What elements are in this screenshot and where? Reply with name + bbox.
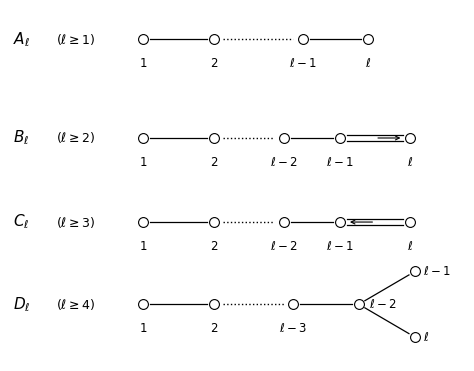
Point xyxy=(139,36,147,42)
Text: $\ell-1$: $\ell-1$ xyxy=(326,240,354,253)
Text: $(\ell \geq 3)$: $(\ell \geq 3)$ xyxy=(56,214,95,230)
Point xyxy=(210,301,218,307)
Text: $(\ell \geq 2)$: $(\ell \geq 2)$ xyxy=(56,131,95,145)
Point xyxy=(365,36,372,42)
Point xyxy=(139,135,147,141)
Text: $\ell$: $\ell$ xyxy=(407,240,413,253)
Point xyxy=(407,219,414,225)
Text: $B_\ell$: $B_\ell$ xyxy=(13,129,29,147)
Text: 2: 2 xyxy=(210,155,217,168)
Point xyxy=(411,268,419,274)
Text: $C_\ell$: $C_\ell$ xyxy=(13,213,30,232)
Point xyxy=(336,219,344,225)
Point xyxy=(139,219,147,225)
Point xyxy=(299,36,306,42)
Point xyxy=(290,301,297,307)
Text: $\ell-1$: $\ell-1$ xyxy=(423,265,451,278)
Point xyxy=(280,219,288,225)
Point xyxy=(210,135,218,141)
Point xyxy=(407,135,414,141)
Point xyxy=(139,301,147,307)
Text: $\ell-2$: $\ell-2$ xyxy=(369,298,397,311)
Text: $\ell-1$: $\ell-1$ xyxy=(326,155,354,168)
Point xyxy=(411,334,419,340)
Text: $\ell$: $\ell$ xyxy=(365,57,371,70)
Text: $(\ell \geq 4)$: $(\ell \geq 4)$ xyxy=(56,297,95,312)
Point xyxy=(210,219,218,225)
Text: $\ell-2$: $\ell-2$ xyxy=(270,155,298,168)
Text: 1: 1 xyxy=(139,240,147,253)
Point xyxy=(210,36,218,42)
Text: $\ell$: $\ell$ xyxy=(423,331,430,344)
Text: 2: 2 xyxy=(210,57,217,70)
Text: $\ell-1$: $\ell-1$ xyxy=(289,57,317,70)
Point xyxy=(336,135,344,141)
Text: 1: 1 xyxy=(139,155,147,168)
Point xyxy=(280,135,288,141)
Text: 2: 2 xyxy=(210,322,217,335)
Text: 1: 1 xyxy=(139,322,147,335)
Text: $(\ell \geq 1)$: $(\ell \geq 1)$ xyxy=(56,32,95,47)
Text: $A_\ell$: $A_\ell$ xyxy=(13,30,30,49)
Text: 2: 2 xyxy=(210,240,217,253)
Text: $\ell-3$: $\ell-3$ xyxy=(279,322,307,335)
Text: 1: 1 xyxy=(139,57,147,70)
Text: $\ell-2$: $\ell-2$ xyxy=(270,240,298,253)
Text: $D_\ell$: $D_\ell$ xyxy=(13,295,30,313)
Point xyxy=(355,301,363,307)
Text: $\ell$: $\ell$ xyxy=(407,155,413,168)
